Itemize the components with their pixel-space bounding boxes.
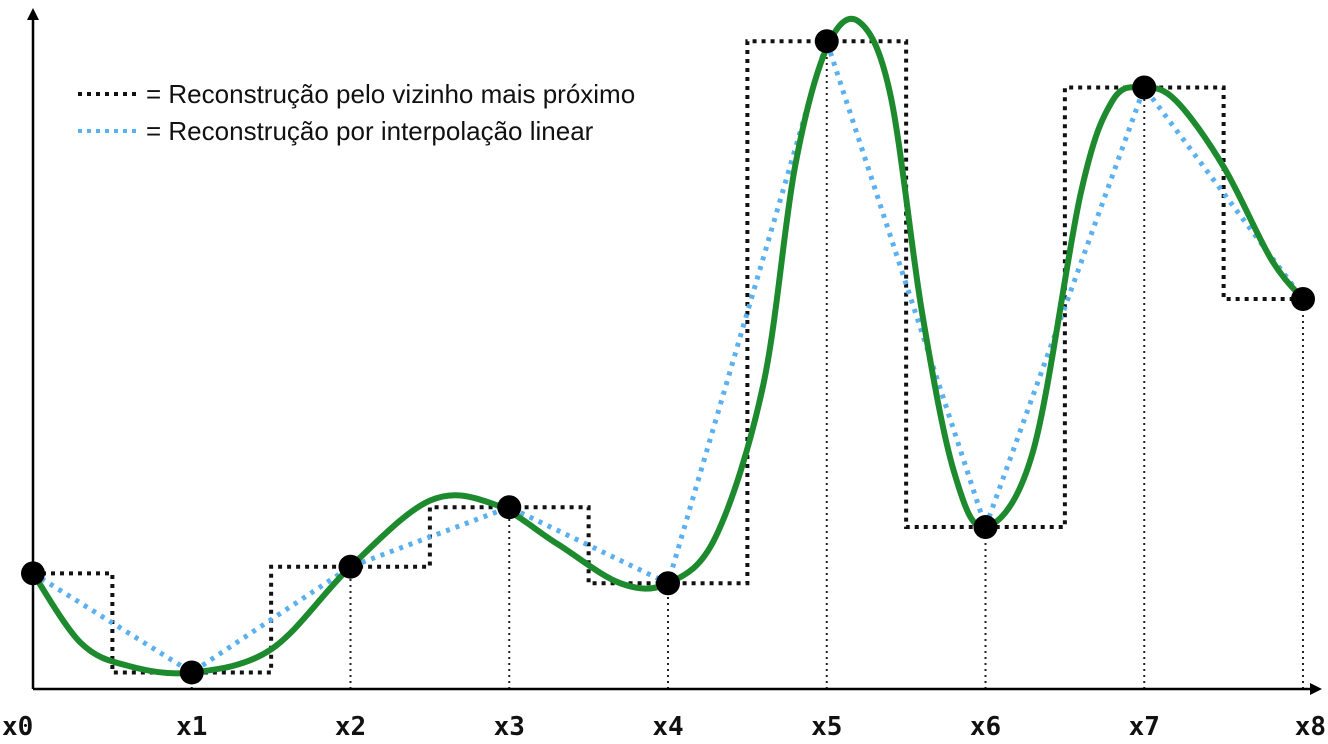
sample-point-x3 — [497, 495, 522, 520]
sample-points — [21, 29, 1315, 685]
x-tick-labels: x0 x1 x2 x3 x4 x5 x6 x7 x8 — [2, 712, 1326, 742]
original-signal-series — [30, 15, 1306, 677]
legend: = Reconstrução pelo vizinho mais próximo… — [78, 79, 635, 146]
x-tick-label-x6: x6 — [970, 712, 1001, 742]
x-tick-label-x4: x4 — [652, 712, 683, 742]
x-tick-label-x2: x2 — [335, 712, 366, 742]
x-tick-label-x0: x0 — [2, 712, 33, 742]
sample-point-x5 — [814, 29, 839, 54]
x-tick-label-x7: x7 — [1129, 712, 1160, 742]
sample-point-x6 — [973, 515, 998, 540]
x-tick-label-x8: x8 — [1295, 712, 1326, 742]
sample-point-x4 — [656, 571, 680, 596]
sample-point-x0 — [21, 561, 45, 586]
sample-point-x1 — [179, 660, 204, 685]
sample-point-x2 — [338, 554, 363, 579]
x-tick-label-x1: x1 — [176, 712, 207, 742]
x-tick-label-x5: x5 — [811, 712, 842, 742]
sample-point-x8 — [1291, 287, 1315, 312]
original-signal-curve — [30, 15, 1306, 677]
legend-label-nearest-neighbor: = Reconstrução pelo vizinho mais próximo — [146, 79, 635, 109]
x-tick-label-x3: x3 — [494, 712, 525, 742]
legend-label-linear: = Reconstrução por interpolação linear — [146, 116, 594, 146]
sample-point-x7 — [1132, 75, 1157, 100]
